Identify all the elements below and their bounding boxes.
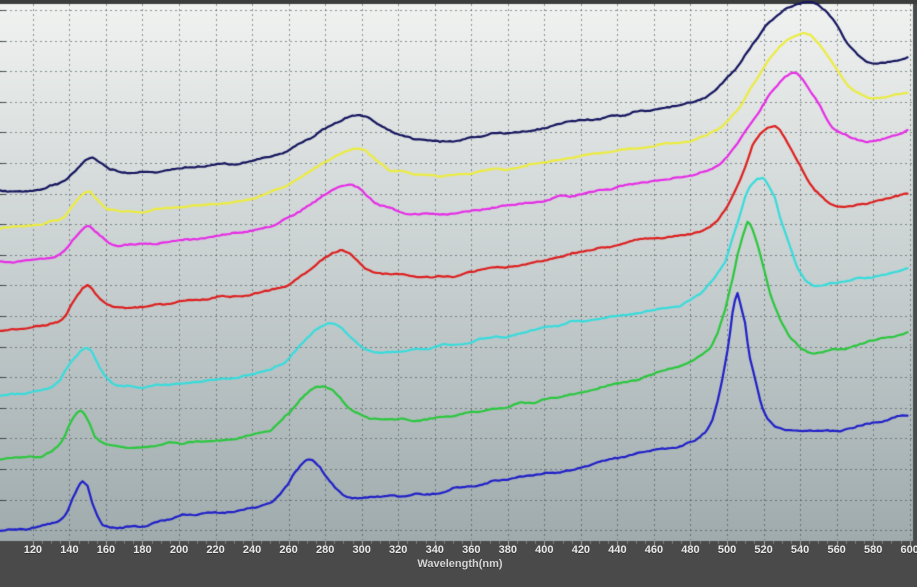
x-tick-label: 500 xyxy=(717,544,737,556)
x-tick-label: 260 xyxy=(279,544,298,556)
x-tick-label: 560 xyxy=(827,544,846,556)
x-tick-label: 580 xyxy=(863,544,883,556)
x-tick-label: 520 xyxy=(754,544,773,556)
x-tick-label: 320 xyxy=(389,544,408,556)
x-tick-label: 300 xyxy=(352,544,371,556)
x-tick-label: 360 xyxy=(462,544,481,556)
x-tick-label: 240 xyxy=(242,544,262,556)
x-tick-label: 480 xyxy=(681,544,700,556)
x-tick-label: 460 xyxy=(644,544,664,556)
x-tick-label: 440 xyxy=(608,544,627,556)
x-tick-label: 340 xyxy=(425,544,444,556)
x-tick-label: 540 xyxy=(790,544,810,556)
x-tick-label: 140 xyxy=(60,544,79,556)
x-tick-label: 280 xyxy=(315,544,335,556)
x-tick-label: 200 xyxy=(169,544,189,556)
x-tick-label: 420 xyxy=(571,544,591,556)
x-tick-label: 380 xyxy=(498,544,517,556)
x-tick-label: 600 xyxy=(900,544,917,556)
x-tick-label: 120 xyxy=(23,544,43,556)
x-tick-label: 180 xyxy=(133,544,152,556)
x-axis-title: Wavelength(nm) xyxy=(417,558,503,570)
x-tick-label: 400 xyxy=(535,544,554,556)
x-tick-label: 220 xyxy=(206,544,225,556)
x-tick-label: 160 xyxy=(96,544,116,556)
